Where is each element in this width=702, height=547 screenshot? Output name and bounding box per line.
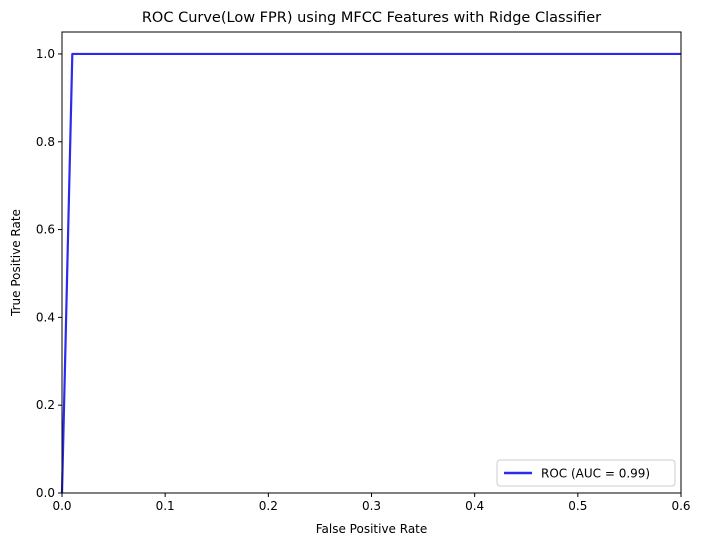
y-axis-ticks: 0.0 0.2 0.4 0.6 0.8 1.0 bbox=[36, 47, 62, 500]
x-tick-label: 0.4 bbox=[465, 499, 484, 513]
legend-label: ROC (AUC = 0.99) bbox=[541, 467, 650, 481]
x-tick-label: 0.6 bbox=[671, 499, 690, 513]
plot-frame bbox=[61, 31, 682, 494]
x-tick-label: 0.3 bbox=[362, 499, 381, 513]
x-tick-label: 0.0 bbox=[52, 499, 71, 513]
chart-title: ROC Curve(Low FPR) using MFCC Features w… bbox=[142, 10, 601, 26]
x-tick-label: 0.1 bbox=[156, 499, 175, 513]
x-axis-ticks: 0.0 0.1 0.2 0.3 0.4 0.5 0.6 bbox=[52, 493, 691, 513]
y-tick-label: 0.8 bbox=[36, 135, 55, 149]
x-axis-label: False Positive Rate bbox=[316, 522, 428, 536]
y-axis-label: True Positive Rate bbox=[9, 209, 23, 317]
y-tick-label: 0.0 bbox=[36, 486, 55, 500]
x-tick-label: 0.5 bbox=[568, 499, 587, 513]
y-tick-label: 1.0 bbox=[36, 47, 55, 61]
plot-area bbox=[60, 31, 682, 494]
legend: ROC (AUC = 0.99) bbox=[496, 459, 676, 487]
roc-series-line bbox=[60, 52, 681, 494]
y-tick-label: 0.4 bbox=[36, 310, 55, 324]
series-layer bbox=[60, 52, 681, 494]
y-tick-label: 0.6 bbox=[36, 223, 55, 237]
y-tick-label: 0.2 bbox=[36, 398, 55, 412]
x-tick-label: 0.2 bbox=[259, 499, 278, 513]
legend-box bbox=[496, 459, 676, 487]
